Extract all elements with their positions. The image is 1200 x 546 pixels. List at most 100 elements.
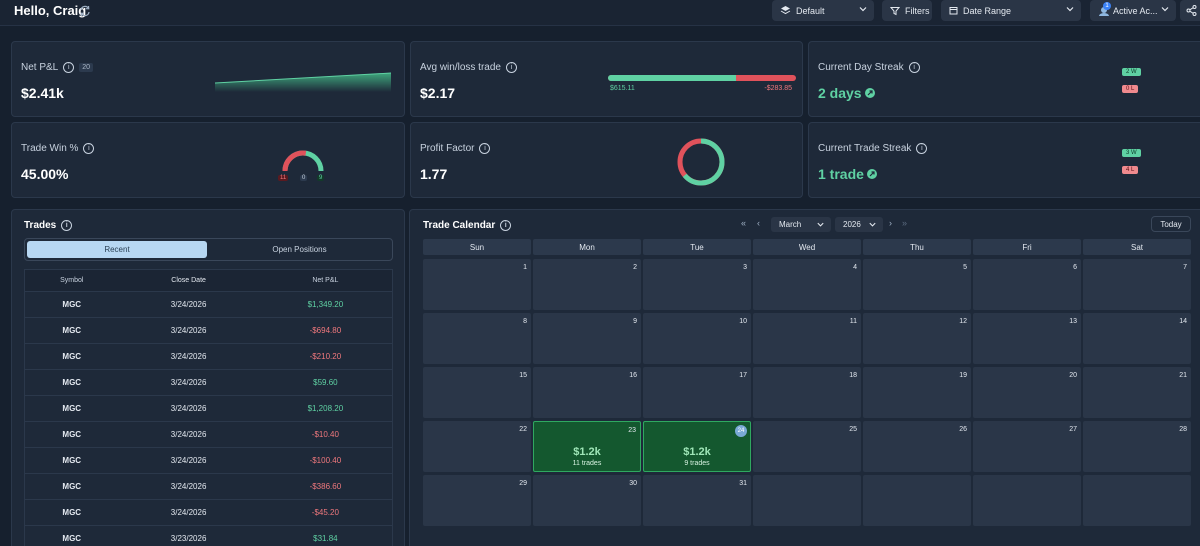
table-row[interactable]: MGC 3/24/2026 -$100.40 — [25, 448, 392, 474]
avg-win-loss-card: Avg win/loss trade i $2.17 $615.11 -$283… — [410, 41, 803, 117]
day-number: 15 — [519, 372, 527, 379]
info-icon[interactable]: i — [500, 220, 512, 231]
calendar-day[interactable]: 12 — [863, 313, 971, 364]
calendar-day[interactable]: 7 — [1083, 259, 1191, 310]
calendar-day[interactable]: 31 — [643, 475, 751, 526]
calendar-day[interactable]: 24 $1.2k 9 trades — [643, 421, 751, 472]
info-icon[interactable]: i — [479, 143, 491, 154]
cumulative-pnl-sparkline — [215, 72, 391, 92]
calendar-day[interactable]: 10 — [643, 313, 751, 364]
calendar-day[interactable]: 30 — [533, 475, 641, 526]
calendar-day[interactable]: 20 — [973, 367, 1081, 418]
table-row[interactable]: MGC 3/24/2026 -$694.80 — [25, 318, 392, 344]
calendar-day[interactable]: 3 — [643, 259, 751, 310]
tab-open-positions[interactable]: Open Positions — [272, 245, 327, 254]
cell-net-pnl: -$386.60 — [309, 482, 342, 491]
breakeven-count-badge: 0 — [300, 175, 308, 181]
date-range-select[interactable]: Date Range — [941, 0, 1081, 21]
calendar-day[interactable]: 15 — [423, 367, 531, 418]
table-row[interactable]: MGC 3/24/2026 -$210.20 — [25, 344, 392, 370]
calendar-day[interactable]: 2 — [533, 259, 641, 310]
year-select[interactable]: 2026 — [835, 217, 883, 232]
calendar-day[interactable]: 28 — [1083, 421, 1191, 472]
info-icon[interactable]: i — [908, 62, 920, 73]
calendar-day[interactable]: 26 — [863, 421, 971, 472]
trade-win-pct-card: Trade Win % i 45.00% 11 0 9 — [11, 122, 405, 198]
day-number: 12 — [959, 318, 967, 325]
table-row[interactable]: MGC 3/23/2026 $31.84 — [25, 526, 392, 546]
calendar-day[interactable]: 29 — [423, 475, 531, 526]
calendar-day[interactable]: 21 — [1083, 367, 1191, 418]
avg-win-loss-value: $2.17 — [420, 85, 456, 101]
calendar-day[interactable]: 17 — [643, 367, 751, 418]
column-header-net-pnl[interactable]: Net P&L — [312, 277, 339, 284]
column-header-close-date[interactable]: Close Date — [171, 277, 206, 284]
info-icon[interactable]: i — [83, 143, 95, 154]
info-icon[interactable]: i — [505, 62, 517, 73]
share-button[interactable] — [1180, 0, 1200, 21]
info-icon[interactable]: i — [63, 62, 75, 73]
next-month-icon[interactable]: › — [889, 218, 892, 228]
table-row[interactable]: MGC 3/24/2026 -$386.60 — [25, 474, 392, 500]
calendar-day[interactable]: 27 — [973, 421, 1081, 472]
calendar-day[interactable]: 23 $1.2k 11 trades — [533, 421, 641, 472]
table-row[interactable]: MGC 3/24/2026 -$45.20 — [25, 500, 392, 526]
layout-select[interactable]: Default — [772, 0, 874, 21]
refresh-icon[interactable] — [79, 5, 91, 17]
weekday-label: Sun — [423, 239, 531, 255]
chevron-down-icon — [1066, 7, 1074, 12]
column-header-symbol[interactable]: Symbol — [60, 277, 84, 284]
calendar-day[interactable]: 16 — [533, 367, 641, 418]
prev-month-icon[interactable]: ‹ — [757, 218, 760, 228]
calendar-day[interactable]: 5 — [863, 259, 971, 310]
win-loss-ratio-bar — [608, 75, 796, 81]
calendar-day[interactable]: 14 — [1083, 313, 1191, 364]
table-row[interactable]: MGC 3/24/2026 $59.60 — [25, 370, 392, 396]
calendar-day[interactable]: 8 — [423, 313, 531, 364]
day-win-streak-badge: 2 W — [1122, 68, 1141, 76]
table-row[interactable]: MGC 3/24/2026 -$10.40 — [25, 422, 392, 448]
calendar-day[interactable]: 22 — [423, 421, 531, 472]
table-row[interactable]: MGC 3/24/2026 $1,349.20 — [25, 292, 392, 318]
avg-win-amount: $615.11 — [610, 85, 635, 92]
day-number: 9 — [633, 318, 637, 325]
table-header: Symbol Close Date Net P&L — [25, 270, 392, 292]
profit-factor-title: Profit Factor — [420, 143, 475, 154]
day-number: 2 — [633, 264, 637, 271]
loss-count-badge: 11 — [278, 175, 289, 181]
info-icon[interactable]: i — [61, 220, 73, 231]
info-icon[interactable]: i — [916, 143, 928, 154]
calendar-day[interactable]: 11 — [753, 313, 861, 364]
day-number: 10 — [739, 318, 747, 325]
cell-net-pnl: $31.84 — [313, 534, 338, 543]
month-select[interactable]: March — [771, 217, 831, 232]
tab-recent[interactable]: Recent — [27, 241, 207, 258]
filters-button[interactable]: Filters — [882, 0, 932, 21]
calendar-day[interactable]: 25 — [753, 421, 861, 472]
today-button[interactable]: Today — [1151, 216, 1191, 232]
calendar-day[interactable]: 18 — [753, 367, 861, 418]
prev-year-icon[interactable]: « — [741, 218, 747, 228]
day-streak-title: Current Day Streak — [818, 62, 904, 73]
cell-symbol: MGC — [62, 378, 82, 387]
net-pnl-card: Net P&L i 20 $2.41k — [11, 41, 405, 117]
next-year-icon[interactable]: » — [902, 218, 908, 228]
calendar-day[interactable]: 13 — [973, 313, 1081, 364]
layers-icon — [780, 6, 791, 15]
cell-symbol: MGC — [62, 300, 82, 309]
day-number: 6 — [1073, 264, 1077, 271]
trade-win-pct-value: 45.00% — [21, 166, 69, 182]
cell-net-pnl: $1,349.20 — [307, 300, 344, 309]
calendar-day[interactable]: 6 — [973, 259, 1081, 310]
accounts-select[interactable]: 1 Active Ac... — [1090, 0, 1176, 21]
trades-tabs: Recent Open Positions — [24, 238, 393, 261]
cell-net-pnl: -$10.40 — [311, 430, 339, 439]
table-row[interactable]: MGC 3/24/2026 $1,208.20 — [25, 396, 392, 422]
calendar-day[interactable]: 4 — [753, 259, 861, 310]
calendar-day[interactable]: 19 — [863, 367, 971, 418]
accounts-count-badge: 1 — [1103, 1, 1111, 10]
calendar-day[interactable]: 9 — [533, 313, 641, 364]
day-number: 21 — [1179, 372, 1187, 379]
chevron-down-icon — [859, 7, 867, 12]
calendar-day[interactable]: 1 — [423, 259, 531, 310]
